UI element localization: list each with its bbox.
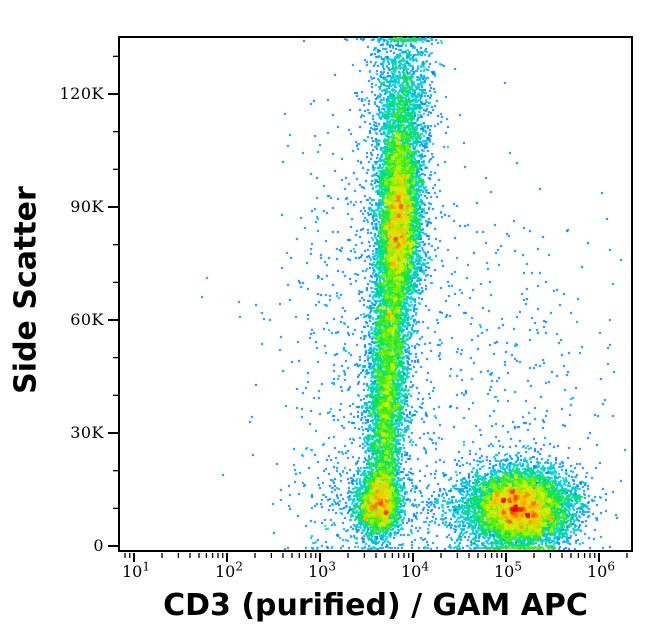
scatter-density-canvas (0, 0, 653, 641)
flow-cytometry-dot-plot: Side Scatter CD3 (purified) / GAM APC 03… (0, 0, 653, 641)
